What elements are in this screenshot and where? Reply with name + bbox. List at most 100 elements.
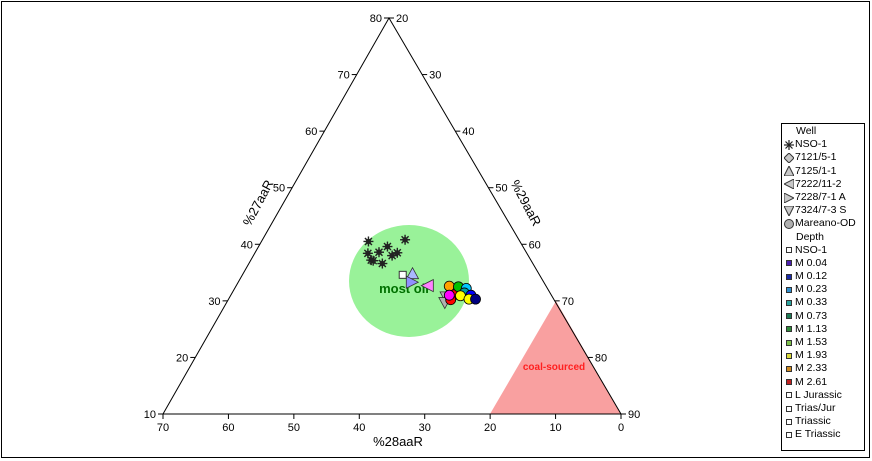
legend-depth-label: NSO-1 (795, 243, 828, 256)
left-tick-label: 10 (144, 409, 156, 421)
right-tick-label: 70 (562, 296, 574, 308)
square-swatch-icon (784, 258, 794, 268)
square-swatch-icon (784, 245, 794, 255)
square-swatch-icon (784, 364, 794, 374)
legend-depth-label: Triassic (795, 415, 831, 428)
nso-1-point (373, 247, 384, 258)
legend-well-label: 7324/7-3 S (795, 204, 847, 217)
right-tick-label: 60 (529, 239, 541, 251)
nso-1-point (363, 236, 374, 247)
right-tick-label: 30 (429, 70, 441, 82)
nso-1-point (382, 241, 393, 252)
legend-depth-label: M 0.04 (795, 256, 828, 269)
nso-1-point (392, 247, 403, 258)
square-swatch-icon (784, 351, 794, 361)
legend-depth-label: M 2.61 (795, 375, 828, 388)
legend-well-item: 7121/5-1 (784, 151, 864, 164)
nso-1-point (400, 234, 411, 245)
square-swatch-icon (784, 298, 794, 308)
legend-well-item: 7125/1-1 (784, 165, 864, 178)
right-axis-label: %29aaR (508, 177, 545, 228)
bottom-tick-label: 70 (157, 422, 169, 434)
coal-sourced-region (490, 301, 621, 414)
legend-depth-item: L Jurassic (784, 389, 864, 402)
mareano-od-point (470, 293, 481, 305)
right-tick-label: 80 (595, 352, 607, 364)
right-tick-label: 90 (628, 409, 640, 421)
legend-well-label: NSO-1 (795, 138, 828, 151)
bottom-tick-label: 20 (484, 422, 496, 434)
left-tick-label: 50 (273, 183, 285, 195)
most-oil-label: most oil (379, 281, 429, 296)
legend-well-item: 7324/7-3 S (784, 204, 864, 217)
legend-depth-item: M 0.73 (784, 310, 864, 323)
square-swatch-icon (784, 324, 794, 334)
7125-1-1-point (405, 266, 420, 280)
right-tick-label: 40 (462, 126, 474, 138)
legend-depth-label: M 0.23 (795, 283, 828, 296)
coal-sourced-label: coal-sourced (523, 362, 585, 373)
legend-depth-label: M 0.33 (795, 296, 828, 309)
legend-depth-label: M 0.12 (795, 270, 828, 283)
bottom-tick-label: 10 (549, 422, 561, 434)
legend-depth-item: M 1.93 (784, 349, 864, 362)
left-tick-label: 20 (176, 352, 188, 364)
legend-depth-label: M 1.93 (795, 349, 828, 362)
right-tick-label: 50 (495, 183, 507, 195)
square-swatch-icon (784, 311, 794, 321)
legend-depth-item: M 2.61 (784, 376, 864, 389)
bottom-tick-label: 0 (618, 422, 624, 434)
legend-depth-item: Trias/Jur (784, 402, 864, 415)
left-tick-label: 60 (305, 126, 317, 138)
square-swatch-icon (784, 272, 794, 282)
square-swatch-icon (784, 404, 794, 414)
bottom-tick-label: 50 (288, 422, 300, 434)
left-tick-label: 30 (208, 296, 220, 308)
nso-1-point (366, 255, 377, 266)
bottom-tick-label: 30 (419, 422, 431, 434)
square-swatch-icon (784, 417, 794, 427)
depth-square-point (398, 270, 407, 279)
bottom-tick-label: 60 (222, 422, 234, 434)
left-axis-label: %27aaR (240, 177, 277, 228)
legend-depth-label: M 1.13 (795, 322, 828, 335)
legend-well-label: 7222/11-2 (795, 177, 842, 190)
nso-1-point (377, 258, 388, 269)
left-tick-label: 70 (337, 70, 349, 82)
triangle-down-icon (784, 205, 794, 216)
triangle-up-icon (784, 166, 794, 177)
ternary-triangle (162, 17, 622, 415)
legend-depth-item: M 0.04 (784, 257, 864, 270)
legend-well-item: NSO-1 (784, 138, 864, 151)
legend-depth-item: M 1.53 (784, 336, 864, 349)
square-swatch-icon (784, 430, 794, 440)
legend-depth-item: NSO-1 (784, 244, 864, 257)
legend-well-label: 7228/7-1 A (795, 190, 846, 203)
legend-depth-item: M 0.33 (784, 296, 864, 309)
diamond-icon (784, 152, 794, 163)
legend-well-header: Well (796, 125, 817, 137)
legend-depth-label: L Jurassic (795, 388, 842, 401)
legend-depth-label: M 2.33 (795, 362, 828, 375)
legend-depth-item: M 0.12 (784, 270, 864, 283)
legend-depth-label: Trias/Jur (795, 401, 836, 414)
triangle-left-icon (784, 179, 794, 190)
circle-icon (784, 218, 794, 229)
legend-depth-label: M 1.53 (795, 336, 828, 348)
7222-11-2-point (420, 278, 434, 293)
legend-well-label: Mareano-OD (795, 217, 856, 230)
left-tick-label: 40 (241, 239, 253, 251)
square-swatch-icon (784, 285, 794, 295)
right-tick-label: 20 (396, 13, 408, 25)
legend-well-label: 7125/1-1 (795, 164, 837, 177)
mareano-od-point (443, 289, 455, 301)
bottom-axis-label: %28aaR (373, 434, 423, 449)
legend-depth-item: M 2.33 (784, 362, 864, 375)
legend-depth-header: Depth (796, 230, 825, 243)
legend-well-label: 7121/5-1 (795, 151, 837, 164)
legend-depth-label: M 0.73 (795, 309, 828, 322)
left-tick-label: 80 (370, 13, 382, 25)
legend: Well NSO-1 7121/5-1 7125/1-1 7222/11-2 7228/… (781, 123, 865, 451)
